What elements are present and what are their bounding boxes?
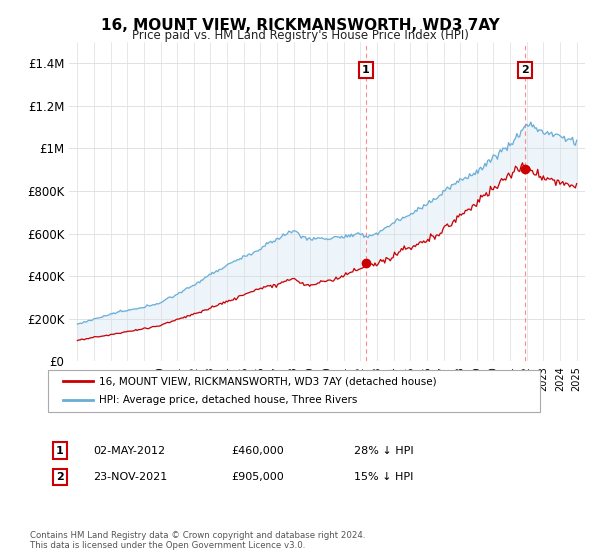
Text: 23-NOV-2021: 23-NOV-2021: [93, 472, 167, 482]
Text: 02-MAY-2012: 02-MAY-2012: [93, 446, 165, 456]
Text: 15% ↓ HPI: 15% ↓ HPI: [354, 472, 413, 482]
Text: Price paid vs. HM Land Registry's House Price Index (HPI): Price paid vs. HM Land Registry's House …: [131, 29, 469, 42]
Text: Contains HM Land Registry data © Crown copyright and database right 2024.
This d: Contains HM Land Registry data © Crown c…: [30, 530, 365, 550]
Text: 2: 2: [521, 64, 529, 74]
Text: 28% ↓ HPI: 28% ↓ HPI: [354, 446, 413, 456]
Text: HPI: Average price, detached house, Three Rivers: HPI: Average price, detached house, Thre…: [99, 395, 358, 405]
Text: £905,000: £905,000: [231, 472, 284, 482]
Text: 1: 1: [362, 64, 370, 74]
Text: 16, MOUNT VIEW, RICKMANSWORTH, WD3 7AY: 16, MOUNT VIEW, RICKMANSWORTH, WD3 7AY: [101, 18, 499, 33]
Text: 1: 1: [56, 446, 64, 456]
Text: 2: 2: [56, 472, 64, 482]
Text: 16, MOUNT VIEW, RICKMANSWORTH, WD3 7AY (detached house): 16, MOUNT VIEW, RICKMANSWORTH, WD3 7AY (…: [99, 376, 437, 386]
Text: £460,000: £460,000: [231, 446, 284, 456]
